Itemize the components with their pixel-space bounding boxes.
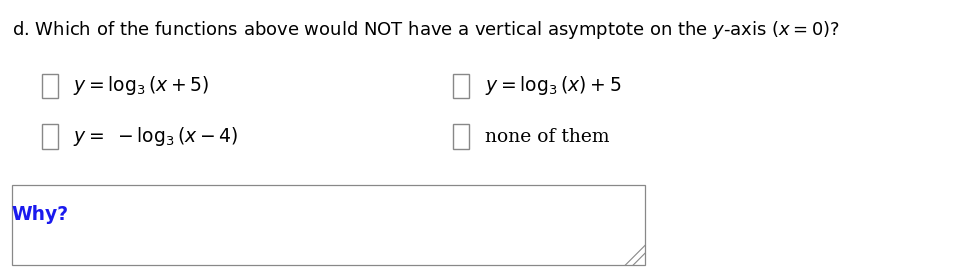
Text: d. Which of the functions above would NOT have a vertical asymptote on the $y$-a: d. Which of the functions above would NO… [12, 19, 839, 41]
Bar [42, 74, 58, 98]
Bar [42, 124, 58, 149]
Bar [12, 185, 645, 265]
Text: Why?: Why? [12, 205, 68, 224]
Bar [453, 74, 468, 98]
Bar [453, 124, 468, 149]
Text: none of them: none of them [484, 127, 608, 146]
Text: $y = \log_3(x) + 5$: $y = \log_3(x) + 5$ [484, 75, 620, 97]
Text: $y = \log_3(x + 5)$: $y = \log_3(x + 5)$ [73, 75, 209, 97]
Text: $y =\ -\log_3(x - 4)$: $y =\ -\log_3(x - 4)$ [73, 125, 239, 148]
